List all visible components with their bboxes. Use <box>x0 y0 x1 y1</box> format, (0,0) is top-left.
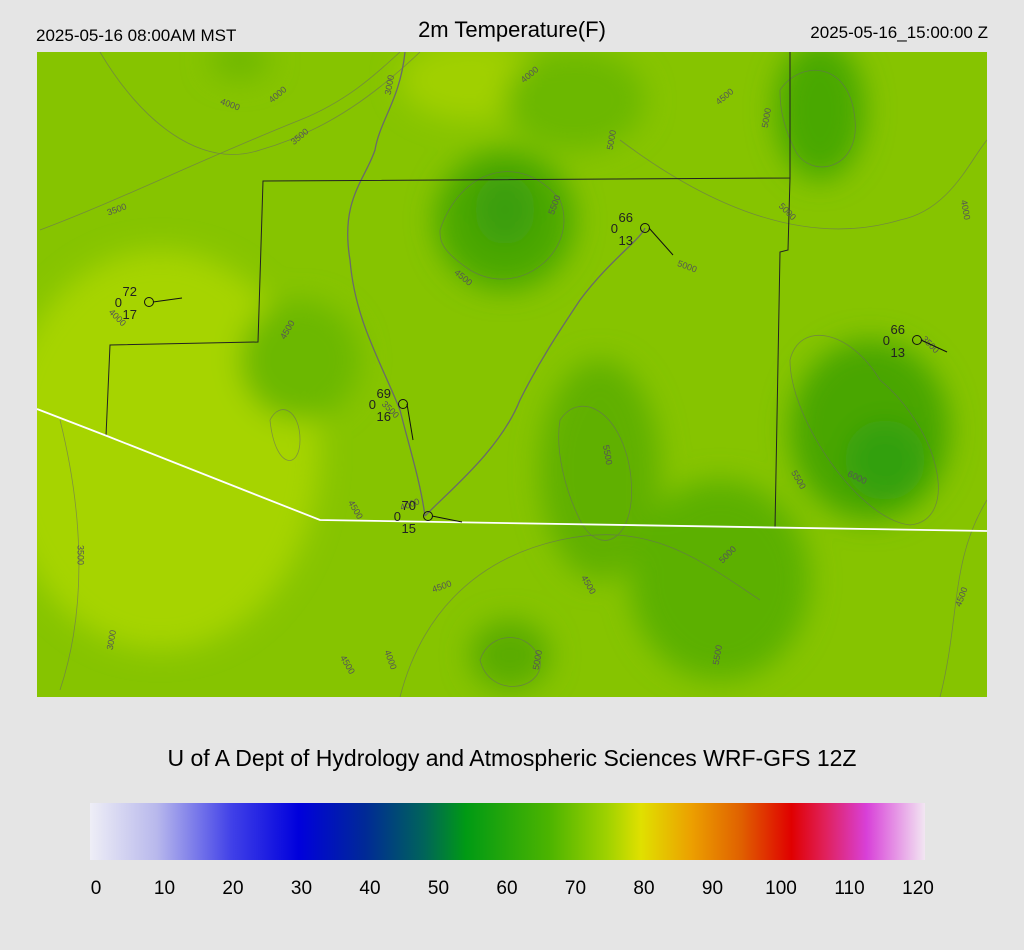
colorbar-tick-label: 90 <box>702 878 723 899</box>
station-temp: 66 <box>891 322 905 337</box>
station-bottom: 13 <box>891 345 905 360</box>
contour-label: 4000 <box>959 199 972 220</box>
colorbar-tick-label: 80 <box>633 878 654 899</box>
station-temp: 72 <box>123 284 137 299</box>
station-bottom: 15 <box>402 521 416 536</box>
colorbar-tick-label: 110 <box>834 878 864 899</box>
state-border <box>37 408 987 532</box>
station-temp: 70 <box>402 498 416 513</box>
county-borders <box>105 52 791 529</box>
valid-time-utc: 2025-05-16_15:00:00 Z <box>810 23 988 42</box>
valid-time-local: 2025-05-16 08:00AM MST <box>36 26 236 45</box>
colorbar <box>90 803 925 860</box>
station-left: 0 <box>883 333 890 348</box>
colorbar-tick-label: 100 <box>765 878 797 899</box>
map-title: 2m Temperature(F) <box>418 17 606 42</box>
wind-barb <box>406 403 414 441</box>
station-left: 0 <box>394 509 401 524</box>
station-left: 0 <box>611 221 618 236</box>
station-temp: 69 <box>377 386 391 401</box>
contour-label: 3000 <box>105 629 118 650</box>
wind-barb <box>648 227 674 256</box>
contour-label: 3500 <box>76 545 86 565</box>
colorbar-tick-label: 0 <box>91 878 102 899</box>
wind-barb <box>152 297 183 303</box>
colorbar-tick-label: 10 <box>154 878 175 899</box>
contour-label: 5500 <box>711 644 724 665</box>
colorbar-tick-label: 60 <box>496 878 517 899</box>
station-bottom: 16 <box>377 409 391 424</box>
station-temp: 66 <box>619 210 633 225</box>
colorbar-tick-label: 70 <box>565 878 586 899</box>
temperature-field <box>37 52 950 690</box>
rivers <box>347 52 646 517</box>
contour-label: 5000 <box>531 649 544 670</box>
contour-label: 3000 <box>383 74 396 95</box>
credit: U of A Dept of Hydrology and Atmospheric… <box>167 745 856 771</box>
contour-label: 5000 <box>760 107 773 128</box>
station-bottom: 17 <box>123 307 137 322</box>
colorbar-tick-label: 20 <box>222 878 243 899</box>
colorbar-tick-label: 50 <box>428 878 449 899</box>
wind-barb <box>920 339 948 353</box>
station-left: 0 <box>369 397 376 412</box>
contour-label: 5500 <box>601 444 614 465</box>
contour-label: 5000 <box>605 129 618 150</box>
colorbar-tick-label: 120 <box>902 878 934 899</box>
colorbar-tick-label: 40 <box>359 878 380 899</box>
station-left: 0 <box>115 295 122 310</box>
station-bottom: 13 <box>619 233 633 248</box>
wind-barb <box>431 515 463 523</box>
contours <box>39 52 987 697</box>
colorbar-ticks: 0 10 20 30 40 50 60 70 80 90 100 110 120 <box>91 878 934 899</box>
colorbar-tick-label: 30 <box>291 878 312 899</box>
